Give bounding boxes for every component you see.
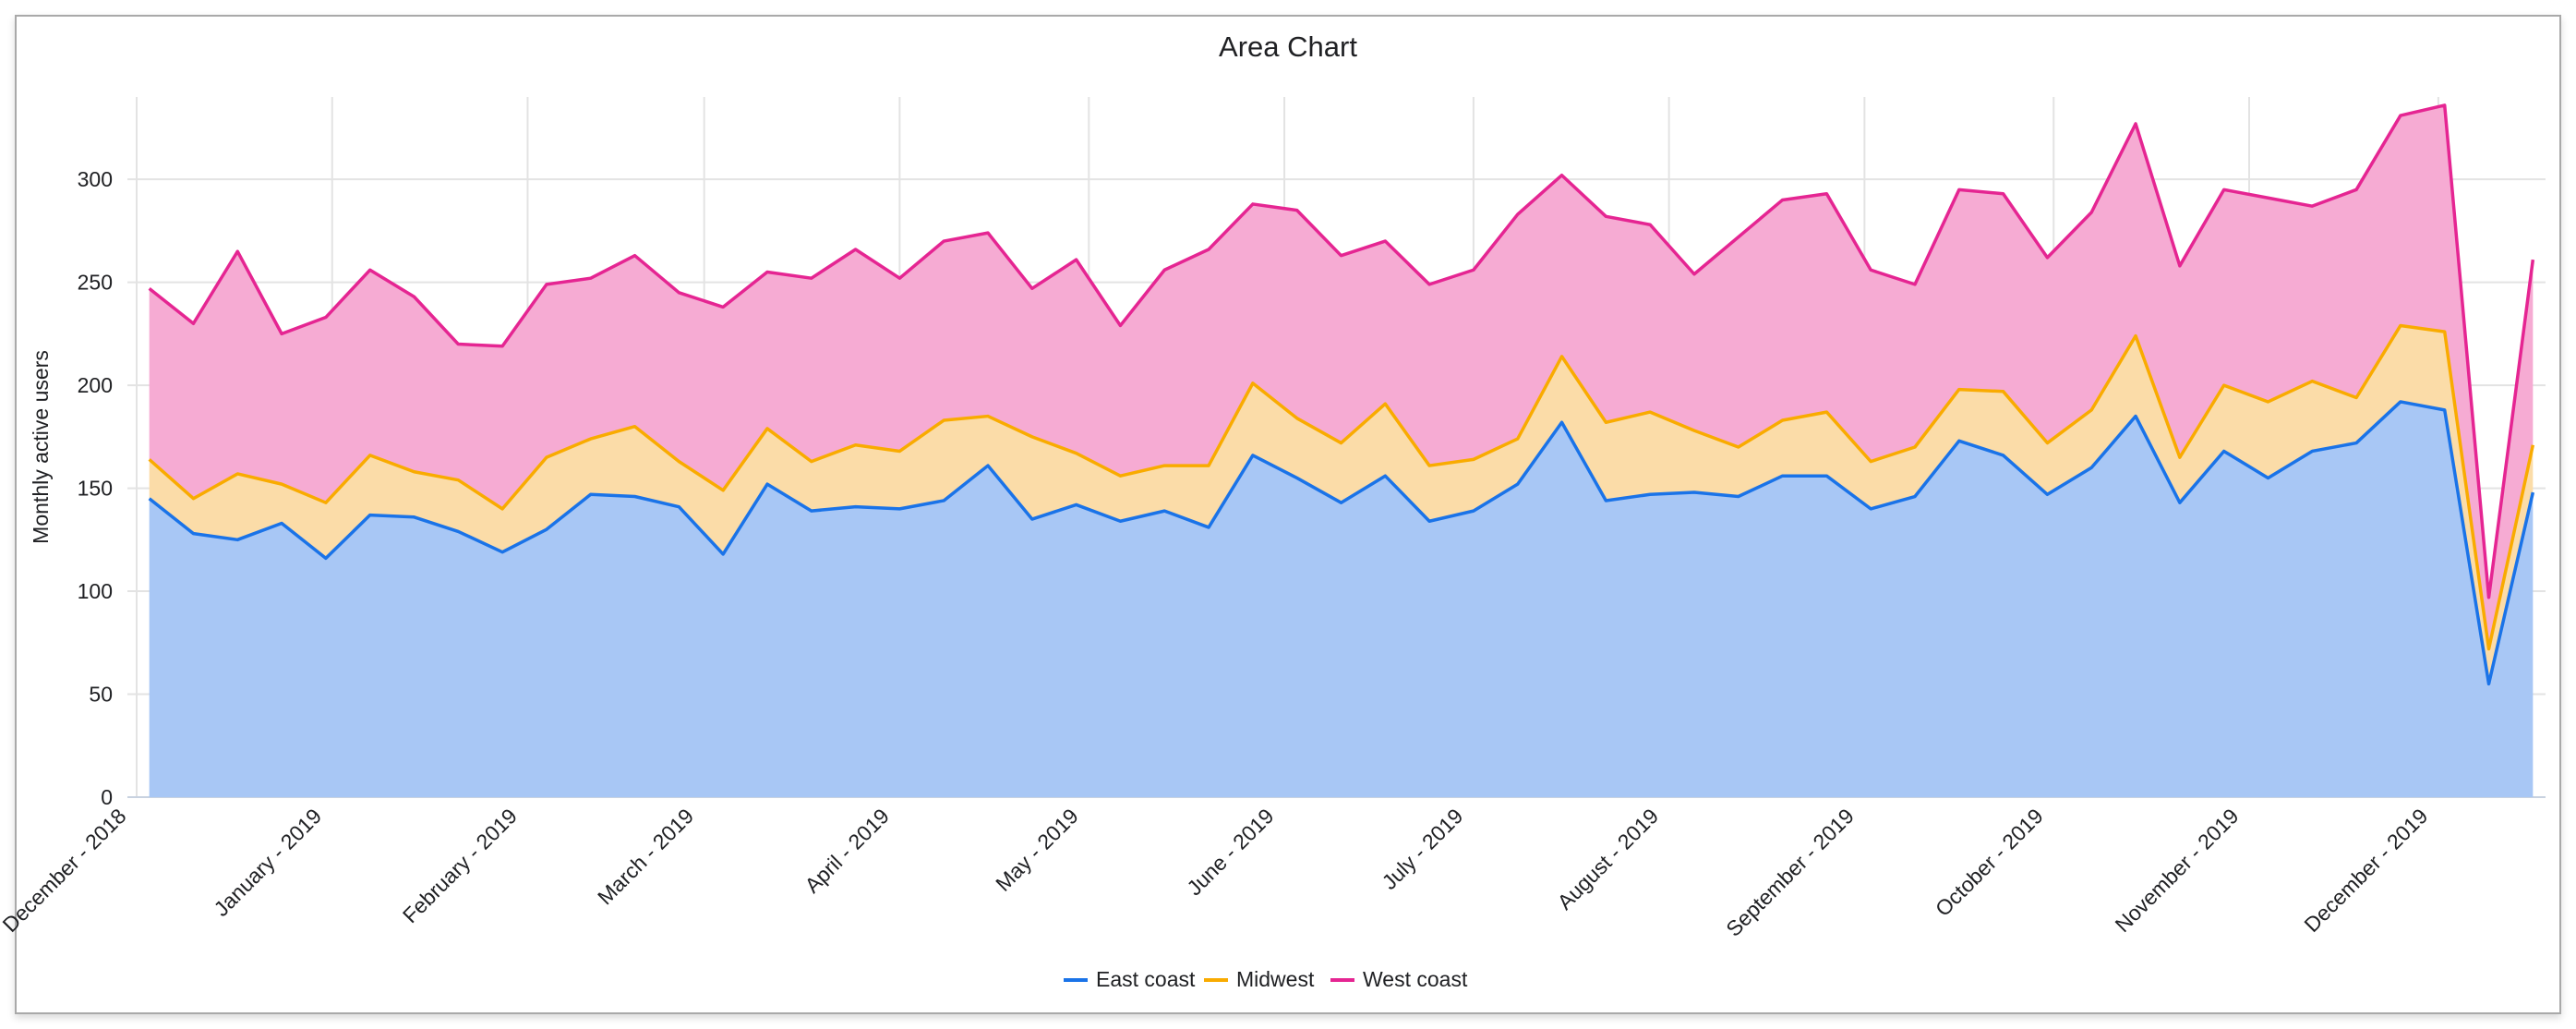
x-tick-label: January - 2019 <box>209 804 326 921</box>
x-tick-label: August - 2019 <box>1553 804 1664 914</box>
line-west-coast <box>148 103 2535 599</box>
y-tick-label: 150 <box>78 477 113 501</box>
x-tick-label: December - 2019 <box>2299 804 2432 937</box>
y-tick-label: 200 <box>78 373 113 397</box>
area-east-coast <box>149 401 2534 797</box>
legend-label-west-coast: West coast <box>1363 967 1468 991</box>
y-tick-label: 300 <box>78 167 113 191</box>
x-tick-label: July - 2019 <box>1378 804 1468 894</box>
legend-label-east-coast: East coast <box>1096 967 1196 991</box>
y-axis: 0 50 100 150 200 250 300 <box>78 167 113 809</box>
line-series <box>148 103 2535 686</box>
x-tick-label: June - 2019 <box>1182 804 1278 900</box>
y-tick-label: 100 <box>78 579 113 603</box>
y-axis-title: Monthly active users <box>29 350 53 544</box>
line-east-coast <box>148 400 2535 686</box>
x-tick-label: February - 2019 <box>398 804 522 927</box>
area-series <box>149 104 2534 797</box>
area-west-coast <box>149 104 2534 649</box>
legend: East coast Midwest West coast <box>1064 967 1468 991</box>
x-tick-label: December - 2018 <box>0 804 131 937</box>
x-tick-label: September - 2019 <box>1721 804 1859 941</box>
y-tick-label: 250 <box>78 271 113 295</box>
y-tick-label: 50 <box>89 683 113 707</box>
x-axis: December - 2018 January - 2019 February - … <box>0 804 2432 941</box>
chart-title: Area Chart <box>1219 30 1357 63</box>
line-midwest <box>148 323 2535 651</box>
y-tick-label: 0 <box>101 785 113 809</box>
x-tick-label: March - 2019 <box>593 804 698 909</box>
x-tick-label: November - 2019 <box>2110 804 2243 937</box>
x-tick-label: May - 2019 <box>991 804 1083 896</box>
x-tick-label: April - 2019 <box>800 804 894 898</box>
legend-label-midwest: Midwest <box>1236 967 1315 991</box>
x-tick-label: October - 2019 <box>1931 804 2048 921</box>
